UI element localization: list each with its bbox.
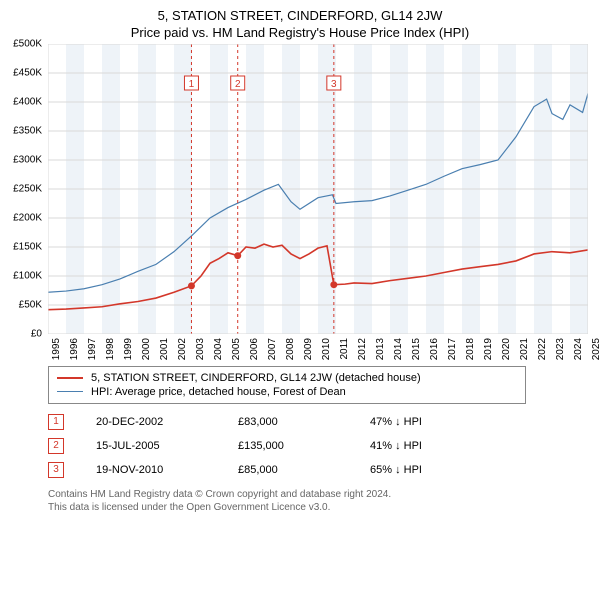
x-tick-label: 2007	[267, 338, 278, 368]
y-tick-label: £350K	[2, 125, 42, 136]
x-tick-label: 2022	[537, 338, 548, 368]
svg-text:1: 1	[189, 79, 195, 90]
x-tick-label: 1998	[105, 338, 116, 368]
x-tick-label: 2025	[591, 338, 600, 368]
event-marker: 2	[48, 438, 64, 454]
x-tick-label: 1999	[123, 338, 134, 368]
y-tick-label: £400K	[2, 96, 42, 107]
x-tick-label: 2015	[411, 338, 422, 368]
page-title: 5, STATION STREET, CINDERFORD, GL14 2JW	[10, 8, 590, 25]
x-tick-label: 2011	[339, 338, 350, 368]
event-price: £135,000	[238, 440, 338, 452]
footer-line-2: This data is licensed under the Open Gov…	[48, 501, 590, 514]
x-tick-label: 2003	[195, 338, 206, 368]
legend-label: 5, STATION STREET, CINDERFORD, GL14 2JW …	[91, 372, 421, 384]
x-tick-label: 2016	[429, 338, 440, 368]
event-note: 47% ↓ HPI	[370, 416, 422, 428]
x-tick-label: 2006	[249, 338, 260, 368]
footer-attribution: Contains HM Land Registry data © Crown c…	[48, 488, 590, 514]
x-tick-label: 2010	[321, 338, 332, 368]
price-chart: 123 £0£50K£100K£150K£200K£250K£300K£350K…	[48, 44, 588, 364]
x-tick-label: 2019	[483, 338, 494, 368]
x-tick-label: 2008	[285, 338, 296, 368]
event-date: 19-NOV-2010	[96, 464, 206, 476]
event-row: 3 19-NOV-2010 £85,000 65% ↓ HPI	[48, 458, 590, 482]
legend: 5, STATION STREET, CINDERFORD, GL14 2JW …	[48, 366, 526, 404]
x-tick-label: 2014	[393, 338, 404, 368]
y-tick-label: £500K	[2, 38, 42, 49]
x-tick-label: 2004	[213, 338, 224, 368]
event-price: £83,000	[238, 416, 338, 428]
legend-row: HPI: Average price, detached house, Fore…	[57, 385, 517, 399]
y-tick-label: £450K	[2, 67, 42, 78]
x-tick-label: 2013	[375, 338, 386, 368]
x-tick-label: 1995	[51, 338, 62, 368]
y-tick-label: £200K	[2, 212, 42, 223]
page-subtitle: Price paid vs. HM Land Registry's House …	[10, 25, 590, 40]
x-tick-label: 1996	[69, 338, 80, 368]
y-tick-label: £100K	[2, 270, 42, 281]
x-tick-label: 2000	[141, 338, 152, 368]
event-note: 41% ↓ HPI	[370, 440, 422, 452]
y-tick-label: £300K	[2, 154, 42, 165]
legend-swatch	[57, 391, 83, 392]
x-tick-label: 2001	[159, 338, 170, 368]
y-tick-label: £150K	[2, 241, 42, 252]
legend-label: HPI: Average price, detached house, Fore…	[91, 386, 346, 398]
chart-svg: 1 2 3	[48, 44, 588, 334]
x-tick-label: 1997	[87, 338, 98, 368]
x-tick-label: 2012	[357, 338, 368, 368]
event-marker: 3	[48, 462, 64, 478]
event-marker: 1	[48, 414, 64, 430]
x-tick-label: 2017	[447, 338, 458, 368]
event-price: £85,000	[238, 464, 338, 476]
y-tick-label: £50K	[2, 299, 42, 310]
x-tick-label: 2020	[501, 338, 512, 368]
events-table: 1 20-DEC-2002 £83,000 47% ↓ HPI 2 15-JUL-2005…	[48, 410, 590, 482]
event-note: 65% ↓ HPI	[370, 464, 422, 476]
event-row: 1 20-DEC-2002 £83,000 47% ↓ HPI	[48, 410, 590, 434]
y-tick-label: £0	[2, 328, 42, 339]
legend-swatch	[57, 377, 83, 379]
legend-row: 5, STATION STREET, CINDERFORD, GL14 2JW …	[57, 371, 517, 385]
svg-text:3: 3	[331, 79, 337, 90]
x-tick-label: 2005	[231, 338, 242, 368]
x-tick-label: 2002	[177, 338, 188, 368]
footer-line-1: Contains HM Land Registry data © Crown c…	[48, 488, 590, 501]
x-tick-label: 2009	[303, 338, 314, 368]
x-tick-label: 2023	[555, 338, 566, 368]
x-tick-label: 2018	[465, 338, 476, 368]
event-date: 15-JUL-2005	[96, 440, 206, 452]
y-tick-label: £250K	[2, 183, 42, 194]
event-date: 20-DEC-2002	[96, 416, 206, 428]
x-tick-label: 2021	[519, 338, 530, 368]
x-tick-label: 2024	[573, 338, 584, 368]
event-row: 2 15-JUL-2005 £135,000 41% ↓ HPI	[48, 434, 590, 458]
svg-text:2: 2	[235, 79, 241, 90]
